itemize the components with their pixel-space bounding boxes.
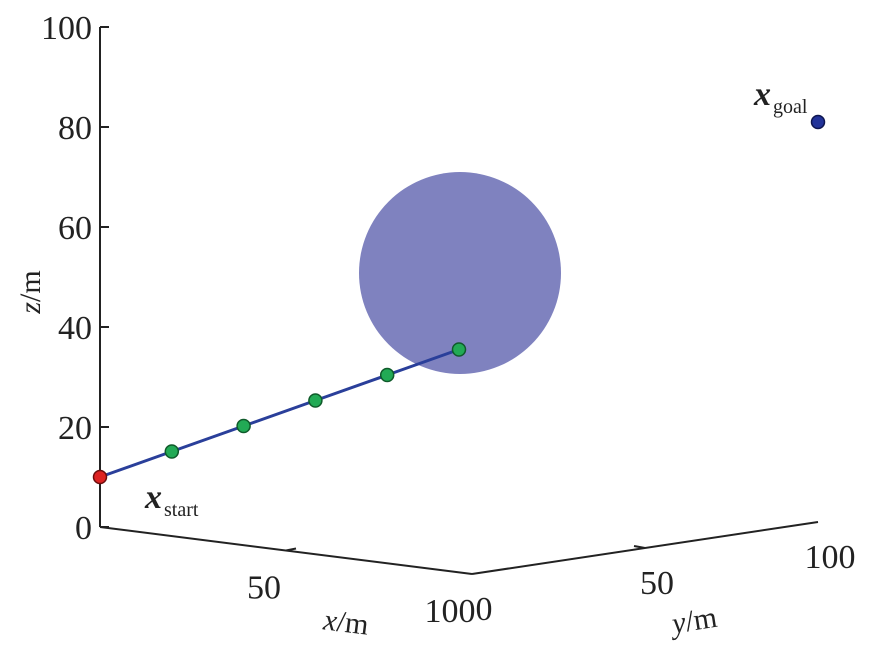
waypoint-3 [308,393,323,408]
x-axis-title-unit: /m [335,605,370,642]
goal-annotation-sub: goal [773,96,808,118]
x-axis-title-var: x [321,603,340,638]
x-tick-label: 100 [425,593,476,630]
y-axis-title-unit: /m [683,601,719,639]
z-tick-label: 60 [58,210,92,247]
path-layer [92,114,826,485]
obstacle-sphere [359,172,561,374]
goal-annotation-main: x [753,76,771,113]
y-tick-label: 0 [476,591,493,628]
z-tick-label: 80 [58,110,92,147]
z-axis-title-unit: /m [14,270,47,302]
z-tick-label: 40 [58,310,92,347]
path-line [99,348,460,479]
x-tick-label: 50 [247,570,281,607]
z-axis-title-var: z [14,302,47,315]
waypoint-5 [451,342,467,357]
y-axis-ticks: 0 50 100 [476,539,856,628]
start-annotation-sub: start [164,499,199,521]
goal-annotation: x goal [753,76,808,118]
z-tick-label: 0 [75,510,92,547]
z-tick-label: 100 [41,10,92,47]
y-tick-label: 50 [640,565,674,602]
x-axis-title: x/m [321,603,371,641]
start-point [92,469,108,485]
start-annotation-main: x [144,479,162,516]
z-tick-label: 20 [58,410,92,447]
z-axis-ticks: 0 20 40 60 80 100 [41,10,109,547]
x-tick-mark [285,547,297,552]
waypoint-4 [379,367,395,383]
y-tick-label: 100 [805,539,856,576]
y-axis-title: y/m [667,601,720,641]
y-tick-mark [633,545,646,549]
waypoint-2 [236,418,251,434]
goal-point [810,114,826,130]
waypoint-1 [164,444,180,459]
x-axis-ticks: 50 100 [247,547,476,630]
z-axis-title: z/m [14,270,47,314]
start-annotation: x start [144,479,199,521]
